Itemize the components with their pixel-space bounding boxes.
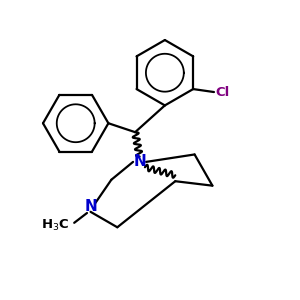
Text: N: N [133, 154, 146, 169]
Text: Cl: Cl [215, 85, 230, 98]
Text: N: N [84, 199, 97, 214]
Text: H$_3$C: H$_3$C [41, 218, 70, 233]
